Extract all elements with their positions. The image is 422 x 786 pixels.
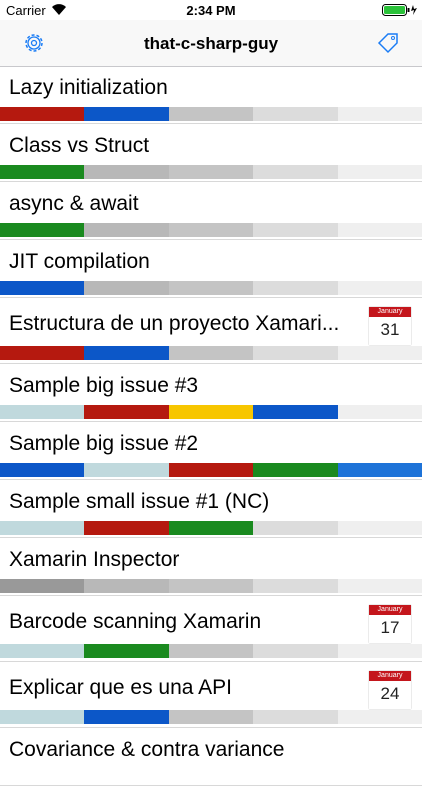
wifi-icon — [52, 4, 66, 15]
tag-segment — [337, 165, 422, 179]
settings-button[interactable] — [23, 32, 45, 54]
tag-segment — [253, 710, 339, 724]
calendar-month: January — [369, 671, 411, 681]
tag-segment — [253, 521, 339, 535]
tag-segment — [168, 165, 254, 179]
tag-segment — [0, 107, 85, 121]
calendar-badge: January 24 — [369, 671, 411, 709]
tag-segment — [84, 644, 170, 658]
calendar-month: January — [369, 307, 411, 317]
tag-segment — [337, 107, 422, 121]
tag-segment — [84, 165, 170, 179]
list-row[interactable]: Lazy initialization — [0, 66, 422, 124]
tag-segment — [253, 107, 339, 121]
list-row[interactable]: Estructura de un proyecto Xamari... Janua… — [0, 298, 422, 364]
tag-segment — [0, 579, 85, 593]
tag-segment — [337, 644, 422, 658]
list-row[interactable]: Sample big issue #2 — [0, 422, 422, 480]
tag-segment — [84, 405, 170, 419]
tag-segment — [84, 107, 170, 121]
tag-segment — [253, 165, 339, 179]
tag-segment — [253, 644, 339, 658]
row-title: Sample big issue #2 — [9, 432, 199, 455]
tags-button[interactable] — [376, 31, 400, 55]
row-title: Explicar que es una API — [9, 676, 232, 699]
tag-segment — [0, 710, 85, 724]
tag-segment — [84, 579, 170, 593]
tag-segment — [84, 710, 170, 724]
tag-segment — [168, 710, 254, 724]
tag-segment — [253, 281, 339, 295]
tag-segment — [84, 521, 170, 535]
tag-segment — [168, 463, 254, 477]
list-row[interactable]: Xamarin Inspector — [0, 538, 422, 596]
tag-segment — [253, 405, 339, 419]
row-title: async & await — [9, 192, 139, 215]
tag-segment — [168, 644, 254, 658]
tag-segment — [0, 165, 85, 179]
tag-segment — [0, 644, 85, 658]
tag-segment — [168, 521, 254, 535]
list-row[interactable]: Sample small issue #1 (NC) — [0, 480, 422, 538]
tag-segment — [337, 579, 422, 593]
tag-segment — [253, 223, 339, 237]
tag-segment — [337, 521, 422, 535]
tag-segment — [337, 281, 422, 295]
tag-segment — [337, 405, 422, 419]
list-row[interactable]: async & await — [0, 182, 422, 240]
tag-segment — [0, 223, 85, 237]
tag-segment — [168, 107, 254, 121]
tag-segment — [0, 463, 85, 477]
calendar-day: 24 — [380, 684, 400, 703]
carrier: Carrier — [6, 3, 46, 18]
tag-segment — [168, 579, 254, 593]
tag-segment — [84, 346, 170, 360]
row-title: Sample big issue #3 — [9, 374, 199, 397]
row-title: Sample small issue #1 (NC) — [9, 490, 270, 513]
list-row[interactable]: Sample big issue #3 — [0, 364, 422, 422]
nav-bar: that-c-sharp-guy — [0, 20, 422, 67]
calendar-day: 17 — [380, 618, 400, 637]
tag-segment — [253, 463, 339, 477]
calendar-month: January — [369, 605, 411, 615]
tag-segment — [337, 463, 422, 477]
nav-title: that-c-sharp-guy — [143, 34, 279, 53]
tag-segment — [0, 281, 85, 295]
row-title: Estructura de un proyecto Xamari... — [9, 312, 340, 335]
row-title: Class vs Struct — [9, 134, 150, 157]
tag-segment — [337, 346, 422, 360]
tag-segment — [253, 346, 339, 360]
calendar-badge: January 31 — [369, 307, 411, 345]
row-title: Lazy initialization — [9, 76, 168, 99]
tag-segment — [0, 405, 85, 419]
tag-segment — [0, 346, 85, 360]
tag-segment — [84, 223, 170, 237]
tag-segment — [0, 521, 85, 535]
tag-segment — [168, 281, 254, 295]
list-row[interactable]: Class vs Struct — [0, 124, 422, 182]
tag-segment — [168, 346, 254, 360]
list-row[interactable]: Barcode scanning Xamarin January 17 — [0, 596, 422, 662]
calendar-badge: January 17 — [369, 605, 411, 643]
tag-segment — [253, 579, 339, 593]
tag-segment — [168, 405, 254, 419]
status-bar: Carrier 2:34 PM — [0, 0, 422, 20]
list-row[interactable]: JIT compilation — [0, 240, 422, 298]
row-title: Xamarin Inspector — [9, 548, 180, 571]
row-title: JIT compilation — [9, 250, 150, 273]
tag-segment — [84, 463, 170, 477]
tag-segment — [168, 223, 254, 237]
list-row[interactable]: Explicar que es una API January 24 — [0, 662, 422, 728]
row-title: Covariance & contra variance — [9, 738, 285, 761]
battery-icon — [382, 4, 417, 16]
tag-segment — [337, 223, 422, 237]
calendar-day: 31 — [380, 320, 400, 339]
time: 2:34 PM — [186, 3, 236, 18]
list-row[interactable]: Covariance & contra variance — [0, 728, 422, 786]
tag-segment — [337, 710, 422, 724]
row-title: Barcode scanning Xamarin — [9, 610, 262, 633]
tag-segment — [84, 281, 170, 295]
